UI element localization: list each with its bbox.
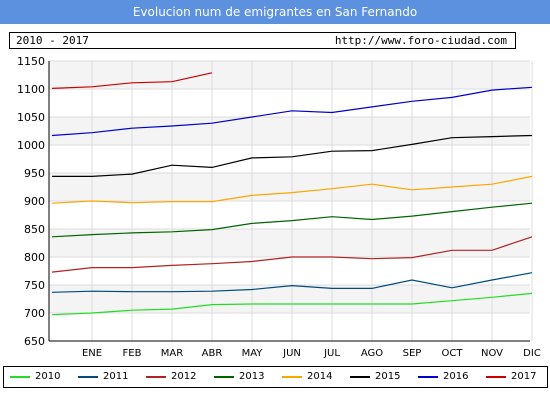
legend-swatch <box>486 376 506 378</box>
y-tick-label: 650 <box>24 335 45 348</box>
legend-swatch <box>418 376 438 378</box>
info-box: 2010 - 2017 http://www.foro-ciudad.com <box>9 32 516 49</box>
x-tick-label: ABR <box>202 348 223 359</box>
y-tick-label: 950 <box>24 167 45 180</box>
x-tick-label: OCT <box>442 348 464 359</box>
line-chart: 650 700 750 800 850 900 950 1000 1050 1100 1150 ENE… <box>17 55 541 359</box>
grid-band <box>49 117 530 145</box>
x-tick-label: NOV <box>481 348 503 359</box>
x-tick-label: JUL <box>323 348 340 359</box>
grid-band <box>49 229 530 257</box>
legend-label: 2017 <box>511 371 537 382</box>
y-tick-label: 850 <box>24 223 45 236</box>
legend-swatch <box>146 376 166 378</box>
y-tick-label: 800 <box>24 251 45 264</box>
legend-label: 2015 <box>375 371 401 382</box>
x-tick-label: ENE <box>82 348 102 359</box>
legend-swatch <box>214 376 234 378</box>
series-line-2012 <box>51 236 533 273</box>
legend-swatch <box>10 376 30 378</box>
x-tick-label: MAY <box>242 348 264 359</box>
legend-swatch <box>78 376 98 378</box>
series-line-2011 <box>51 272 533 293</box>
x-tick-label: FEB <box>123 348 142 359</box>
legend-label: 2013 <box>239 371 265 382</box>
series-line-2015 <box>52 134 533 177</box>
x-tick-label: DIC <box>523 348 541 359</box>
grid-band <box>49 285 530 313</box>
series-line-2016 <box>51 86 533 137</box>
x-tick-label: JUN <box>282 348 301 359</box>
grid-band <box>49 61 530 89</box>
series-line-2013 <box>51 202 533 238</box>
y-tick-label: 750 <box>24 279 45 292</box>
x-tick-label: MAR <box>161 348 183 359</box>
y-tick-label: 700 <box>24 307 45 320</box>
legend-swatch <box>282 376 302 378</box>
y-tick-label: 1050 <box>17 111 45 124</box>
x-tick-label: AGO <box>361 348 383 359</box>
year-range-label: 2010 - 2017 <box>16 34 89 47</box>
series-line-2010 <box>51 292 533 316</box>
series-line-2017 <box>51 72 213 89</box>
y-tick-label: 1000 <box>17 139 45 152</box>
legend-swatch <box>350 376 370 378</box>
legend-label: 2011 <box>103 371 129 382</box>
legend: 2010 2011 2012 2013 2014 2015 2016 2017 <box>3 366 548 388</box>
legend-label: 2012 <box>171 371 197 382</box>
series-line-2014 <box>51 175 533 204</box>
y-tick-label: 900 <box>24 195 45 208</box>
legend-label: 2016 <box>443 371 469 382</box>
y-tick-label: 1150 <box>17 55 45 68</box>
source-url-label: http://www.foro-ciudad.com <box>334 34 507 47</box>
legend-label: 2010 <box>35 371 61 382</box>
chart-title: Evolucion num de emigrantes en San Ferna… <box>0 0 550 24</box>
x-tick-label: SEP <box>403 348 422 359</box>
y-tick-label: 1100 <box>17 83 45 96</box>
legend-label: 2014 <box>307 371 333 382</box>
